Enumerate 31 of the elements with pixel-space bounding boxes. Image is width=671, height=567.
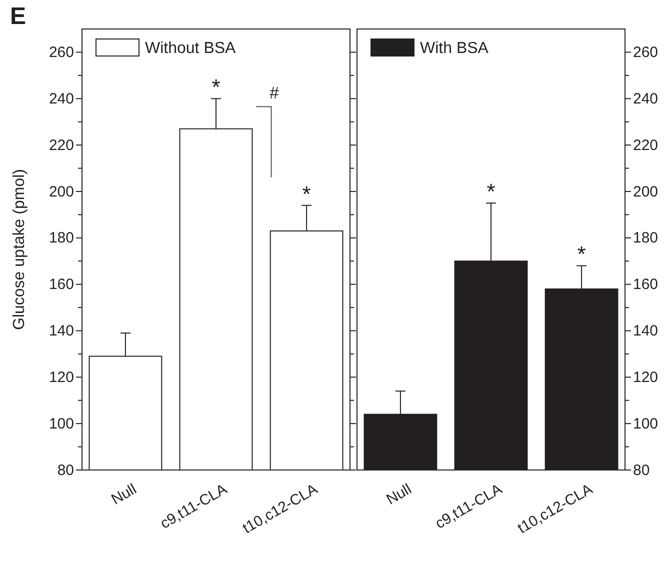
y2-tick-label: 260 bbox=[633, 44, 658, 62]
y2-tick-label: 180 bbox=[633, 230, 658, 247]
legend-label: Without BSA bbox=[145, 40, 236, 57]
y-tick-label: 120 bbox=[48, 368, 74, 386]
y2-tick-label: 80 bbox=[633, 462, 650, 479]
y2-tick-label: 120 bbox=[633, 368, 658, 386]
y-tick-label: 140 bbox=[48, 322, 74, 340]
y-tick-label: 180 bbox=[48, 230, 74, 247]
x-tick-label: Null bbox=[384, 480, 414, 508]
x-tick-label: Null bbox=[108, 480, 140, 508]
y-tick-label: 100 bbox=[48, 415, 74, 432]
y-tick-label: 240 bbox=[48, 90, 74, 108]
y-tick-label: 220 bbox=[48, 136, 74, 154]
y-axis-title: Glucose uptake (pmol) bbox=[11, 169, 28, 330]
annotation: # bbox=[270, 84, 280, 103]
y2-tick-label: 160 bbox=[633, 276, 658, 294]
y-tick-label: 160 bbox=[48, 276, 74, 294]
y2-tick-label: 140 bbox=[633, 322, 658, 340]
y-tick-label: 260 bbox=[48, 44, 74, 62]
annotation: * bbox=[577, 242, 586, 267]
y2-tick-label: 200 bbox=[633, 183, 658, 200]
y-tick-label: 200 bbox=[48, 183, 74, 200]
y2-tick-label: 240 bbox=[633, 90, 658, 108]
chart-title: E bbox=[10, 3, 26, 30]
annotation: * bbox=[212, 74, 221, 100]
legend-label: With BSA bbox=[420, 40, 489, 57]
annotation: * bbox=[486, 179, 496, 204]
annotation: * bbox=[302, 181, 312, 206]
y2-tick-label: 220 bbox=[633, 136, 658, 154]
y2-tick-label: 100 bbox=[633, 415, 658, 432]
y-tick-label: 80 bbox=[57, 462, 74, 479]
